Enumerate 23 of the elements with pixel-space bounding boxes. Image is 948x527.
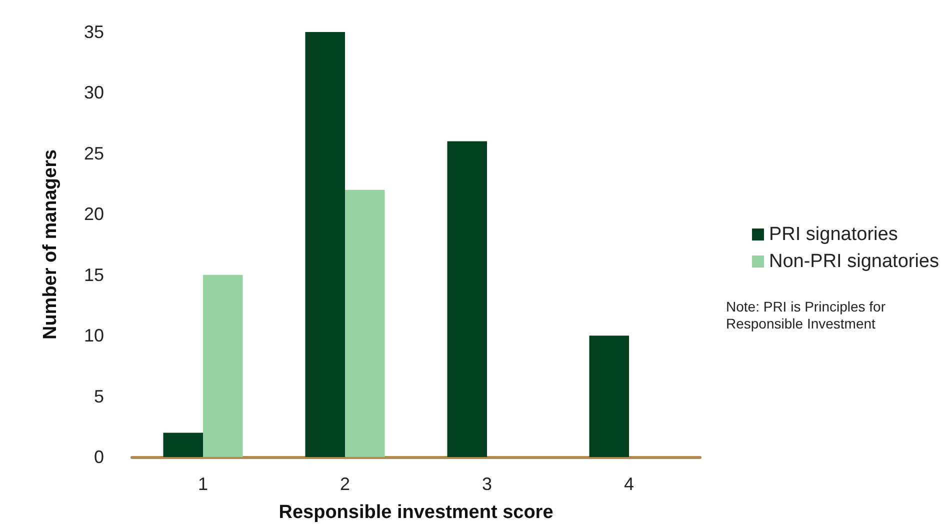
bar	[589, 336, 629, 457]
x-tick-label: 1	[198, 474, 208, 494]
y-tick-label: 10	[84, 326, 104, 346]
y-tick-label: 20	[84, 204, 104, 224]
y-tick-label: 15	[84, 264, 104, 285]
bar	[447, 141, 487, 457]
x-axis-title: Responsible investment score	[278, 502, 554, 523]
y-tick-label: 35	[84, 22, 104, 42]
y-tick-label: 30	[84, 82, 104, 103]
y-axis-title: Number of managers	[40, 149, 61, 340]
bar	[345, 190, 385, 457]
text: Note: PRI is Principles for Responsible Investment	[726, 298, 886, 332]
x-tick-label: 2	[340, 474, 350, 494]
bar	[305, 32, 345, 457]
bar	[203, 274, 243, 457]
legend-label: PRI signatories	[768, 224, 898, 245]
legend-label: Non-PRI signatories	[768, 251, 940, 272]
y-tick-label: 25	[84, 143, 104, 164]
y-tick-label: 5	[94, 386, 104, 406]
bar	[163, 432, 203, 457]
y-tick-label: 0	[94, 447, 104, 467]
x-tick-label: 3	[482, 474, 492, 494]
x-tick-label: 4	[624, 474, 634, 494]
